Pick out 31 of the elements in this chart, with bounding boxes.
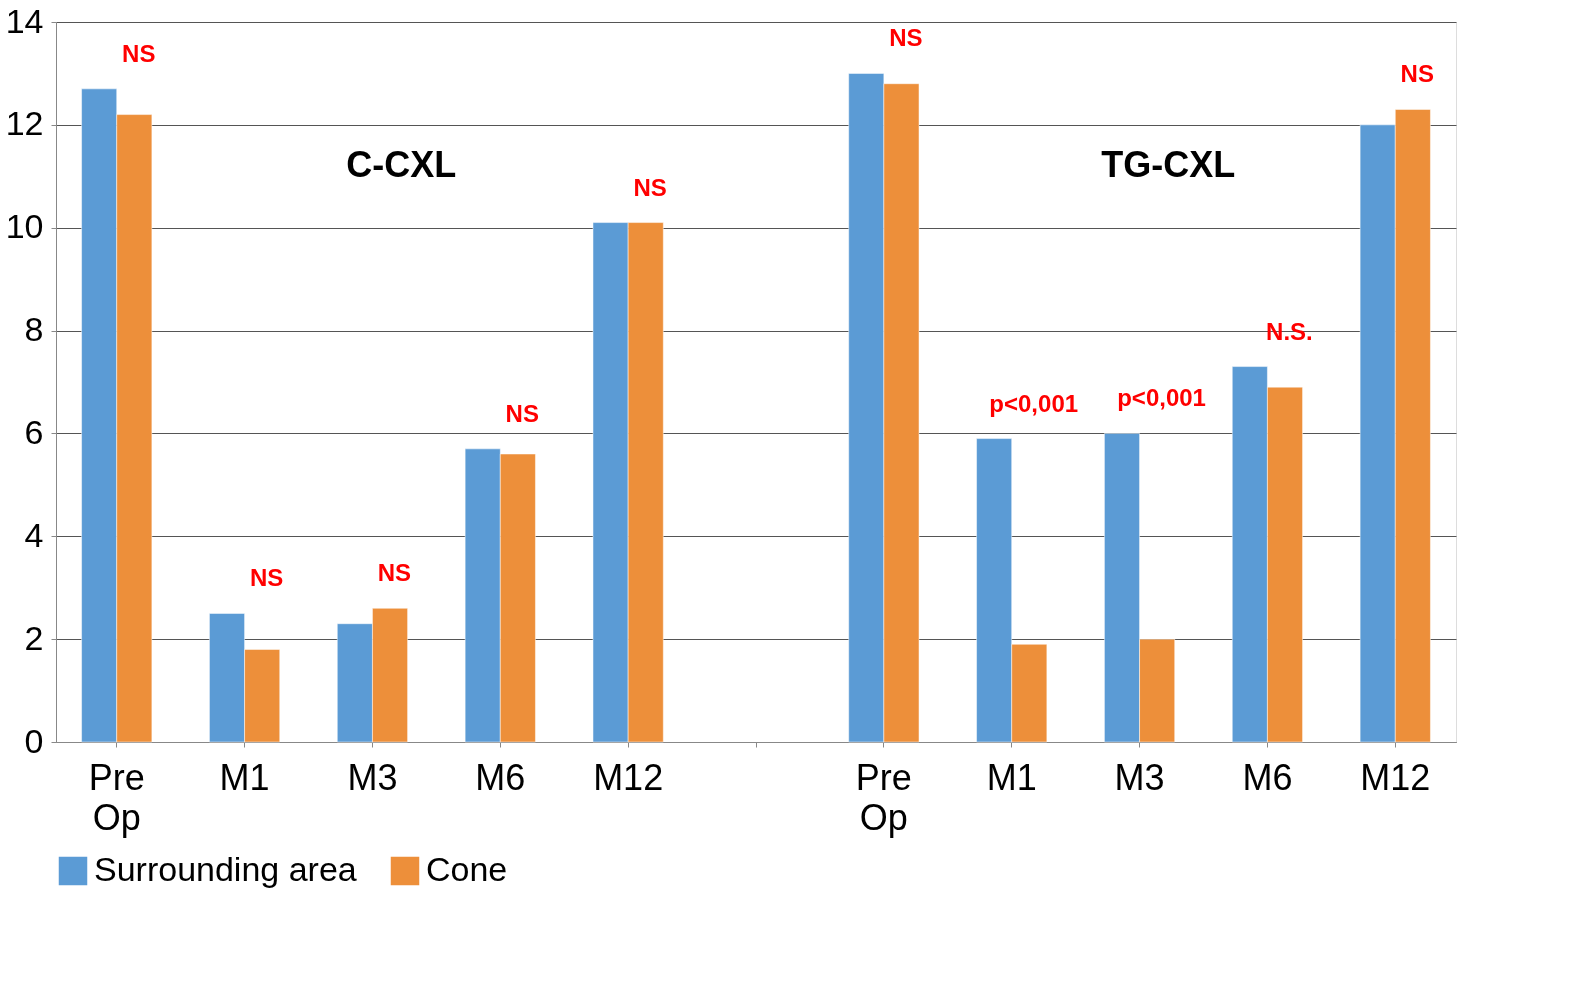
annotation: NS [377,559,412,587]
y-tick-label: 4 [24,515,44,554]
y-tick-label: 6 [24,412,44,451]
legend-label: Surrounding area [94,850,357,888]
x-tick-label: M12 [593,756,664,798]
annotation: NS [1400,60,1434,88]
x-tick-label: M3 [347,756,398,798]
annotation: NS [633,173,667,201]
legend-label: Cone [426,850,508,888]
y-tick-label: 10 [5,207,44,246]
annotation: C-CXL [346,144,457,185]
x-tick-label: M3 [1114,756,1165,798]
annotation: NS [505,399,539,427]
y-tick-label: 2 [24,618,44,657]
x-tick-label: M12 [1360,756,1431,798]
x-tick-label: M6 [1242,756,1293,798]
y-tick-label: 14 [5,1,44,40]
y-tick-label: 12 [5,104,44,143]
annotation: NS [249,564,284,592]
annotation: NS [122,39,156,67]
x-tick-label: M1 [219,756,270,798]
y-tick-label: 0 [24,721,44,760]
annotation: p<0,001 [1117,384,1206,412]
x-tick-label: M1 [986,756,1037,798]
y-tick-label: 8 [24,310,44,349]
annotation: p<0,001 [989,389,1079,417]
annotation: TG-CXL [1101,144,1236,185]
x-tick-label: Pre Op [88,756,145,838]
x-tick-label: Pre Op [855,756,912,838]
x-tick-label: M6 [475,756,526,798]
annotation: NS [889,24,923,52]
